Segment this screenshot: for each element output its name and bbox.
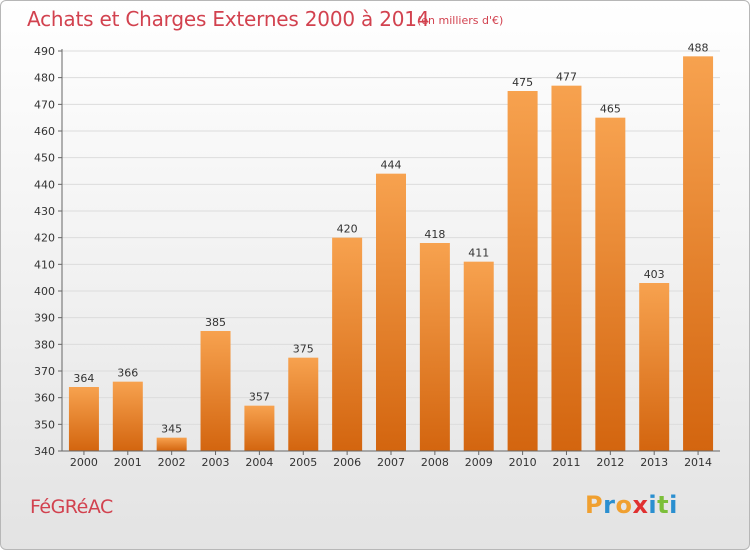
commune-name: FéGRéAC <box>30 496 113 518</box>
y-tick-label: 340 <box>34 445 55 458</box>
logo-letter: o <box>615 491 633 519</box>
value-label: 444 <box>381 159 402 172</box>
x-tick-label: 2001 <box>114 456 142 469</box>
y-tick-label: 430 <box>34 205 55 218</box>
y-tick-label: 420 <box>34 232 55 245</box>
y-tick-label: 440 <box>34 178 55 191</box>
x-tick-label: 2009 <box>465 456 493 469</box>
value-label: 385 <box>205 316 226 329</box>
bar-2006[interactable] <box>332 237 363 451</box>
value-label: 375 <box>293 343 314 356</box>
bar-2009[interactable] <box>463 261 494 451</box>
value-label: 411 <box>468 247 489 260</box>
value-label: 475 <box>512 76 533 89</box>
bar-2007[interactable] <box>376 173 406 451</box>
y-tick-label: 460 <box>34 125 55 138</box>
x-tick-label: 2000 <box>70 456 98 469</box>
value-label: 364 <box>73 372 94 385</box>
bar-2014[interactable] <box>683 56 714 451</box>
bar-2004[interactable] <box>244 405 275 451</box>
chart-subtitle: (en milliers d'€) <box>417 14 504 27</box>
logo-letter: t <box>657 491 670 519</box>
y-tick-label: 380 <box>34 338 55 351</box>
value-label: 477 <box>556 71 577 84</box>
x-tick-label: 2006 <box>333 456 361 469</box>
bar-2011[interactable] <box>551 85 582 452</box>
value-label: 366 <box>117 367 138 380</box>
value-label: 420 <box>337 223 358 236</box>
bar-2002[interactable] <box>156 437 187 451</box>
logo-letter: x <box>632 491 649 519</box>
y-tick-label: 480 <box>34 72 55 85</box>
x-tick-label: 2002 <box>158 456 186 469</box>
y-tick-label: 410 <box>34 258 55 271</box>
axes: 340 350 360 370 380 390 400 410 420 430 440 450 460 4… <box>34 45 720 469</box>
bar-2010[interactable] <box>507 91 538 451</box>
logo-letter: i <box>648 491 658 519</box>
x-tick-label: 2008 <box>421 456 449 469</box>
value-label: 357 <box>249 391 270 404</box>
x-tick-label: 2004 <box>245 456 273 469</box>
x-tick-label: 2010 <box>509 456 537 469</box>
bar-2013[interactable] <box>639 283 670 451</box>
y-tick-label: 450 <box>34 152 55 165</box>
y-tick-label: 400 <box>34 285 55 298</box>
y-tick-label: 390 <box>34 312 55 325</box>
x-tick-label: 2014 <box>684 456 712 469</box>
bar-2008[interactable] <box>419 243 450 451</box>
bar-2012[interactable] <box>595 117 626 452</box>
y-tick-label: 360 <box>34 392 55 405</box>
x-tick-label: 2003 <box>202 456 230 469</box>
x-tick-label: 2005 <box>289 456 317 469</box>
bar-2001[interactable] <box>112 381 143 451</box>
logo-letter: r <box>603 491 616 519</box>
x-tick-label: 2012 <box>596 456 624 469</box>
x-tick-label: 2007 <box>377 456 405 469</box>
proxiti-logo[interactable]: Proxiti <box>585 491 678 519</box>
value-label: 418 <box>424 228 445 241</box>
value-label: 403 <box>644 268 665 281</box>
bar-2000[interactable] <box>68 387 99 451</box>
logo-letter: P <box>585 491 604 519</box>
y-tick-label: 370 <box>34 365 55 378</box>
y-tick-label: 350 <box>34 418 55 431</box>
value-label: 488 <box>688 41 709 54</box>
bar-2003[interactable] <box>200 331 231 451</box>
x-tick-label: 2011 <box>552 456 580 469</box>
logo-letter: i <box>669 491 678 519</box>
chart-title: Achats et Charges Externes 2000 à 2014 <box>27 7 430 31</box>
value-label: 345 <box>161 423 182 436</box>
bar-2005[interactable] <box>288 357 319 451</box>
value-label: 465 <box>600 103 621 116</box>
x-tick-label: 2013 <box>640 456 668 469</box>
y-tick-label: 490 <box>34 45 55 58</box>
bars: 364 366 345 385 357 375 420 444 418 411 475 477 465 4… <box>68 41 714 452</box>
y-tick-label: 470 <box>34 98 55 111</box>
